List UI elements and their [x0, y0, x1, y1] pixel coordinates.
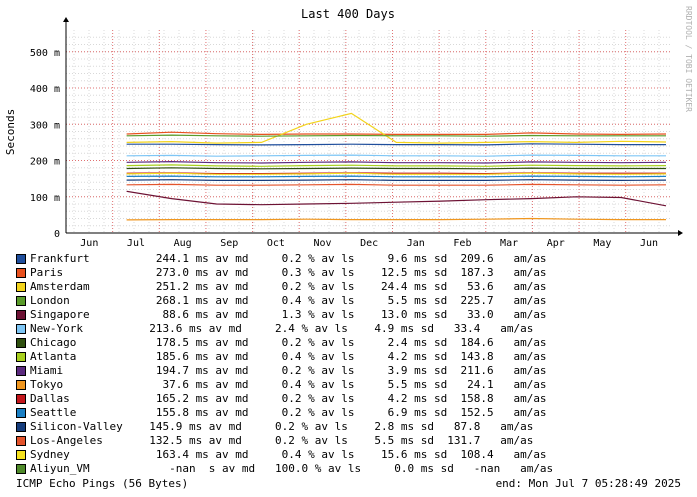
x-tick-label: Feb: [453, 238, 471, 249]
legend-swatch: [16, 310, 26, 320]
legend-text: Chicago 178.5 ms av md 0.2 % av ls 2.4 m…: [30, 336, 547, 349]
series-line: [126, 167, 666, 170]
x-tick-label: Mar: [500, 238, 518, 249]
legend-swatch: [16, 380, 26, 390]
x-tick-label: Oct: [267, 238, 285, 249]
legend-swatch: [16, 394, 26, 404]
legend-text: London 268.1 ms av md 0.4 % av ls 5.5 ms…: [30, 294, 547, 307]
legend-text: Dallas 165.2 ms av md 0.2 % av ls 4.2 ms…: [30, 392, 547, 405]
x-tick-label: Jan: [407, 238, 425, 249]
series-line: [126, 112, 667, 144]
series-line: [126, 217, 666, 221]
grid: [66, 30, 670, 233]
x-tick-label: Apr: [547, 238, 565, 249]
legend-swatch: [16, 338, 26, 348]
legend-text: Los-Angeles 132.5 ms av md 0.2 % av ls 5…: [30, 434, 534, 447]
x-tick-label: Nov: [313, 238, 331, 249]
x-tick-label: May: [593, 238, 611, 249]
series-line: [126, 190, 667, 207]
series-line: [126, 160, 667, 164]
legend-swatch: [16, 436, 26, 446]
series-line: [126, 154, 666, 157]
footer-caption: ICMP Echo Pings (56 Bytes): [16, 477, 189, 490]
legend-text: Frankfurt 244.1 ms av md 0.2 % av ls 9.6…: [30, 252, 547, 265]
legend-text: Silicon-Valley 145.9 ms av md 0.2 % av l…: [30, 420, 534, 433]
series-line: [126, 143, 666, 146]
legend-swatch: [16, 450, 26, 460]
series-line: [126, 179, 667, 182]
legend-swatch: [16, 408, 26, 418]
y-tick-label: 0: [54, 229, 60, 240]
legend-text: New-York 213.6 ms av md 2.4 % av ls 4.9 …: [30, 322, 534, 335]
legend-text: Sydney 163.4 ms av md 0.4 % av ls 15.6 m…: [30, 448, 547, 461]
series-line: [126, 183, 667, 186]
legend-text: Seattle 155.8 ms av md 0.2 % av ls 6.9 m…: [30, 406, 547, 419]
y-tick-label: 400 m: [30, 84, 60, 95]
legend-text: Aliyun_VM -nan s av md 100.0 % av ls 0.0…: [30, 462, 554, 475]
x-tick-label: Jun: [640, 238, 658, 249]
series-line: [126, 172, 667, 175]
legend-swatch: [16, 464, 26, 474]
legend-swatch: [16, 268, 26, 278]
legend-text: Atlanta 185.6 ms av md 0.4 % av ls 4.2 m…: [30, 350, 547, 363]
legend-swatch: [16, 352, 26, 362]
legend-text: Miami 194.7 ms av md 0.2 % av ls 3.9 ms …: [30, 364, 547, 377]
legend-swatch: [16, 282, 26, 292]
series-line: [126, 164, 667, 167]
chart-title: Last 400 Days: [301, 7, 395, 21]
legend-swatch: [16, 254, 26, 264]
y-tick-label: 500 m: [30, 48, 60, 59]
y-axis-arrow: [63, 17, 69, 22]
footer-end-time: end: Mon Jul 7 05:28:49 2025: [495, 477, 681, 490]
legend-swatch: [16, 296, 26, 306]
x-tick-label: Dec: [360, 238, 378, 249]
x-axis-arrow: [678, 230, 683, 236]
watermark: RRDTOOL / TOBI OETIKER: [684, 6, 693, 112]
y-axis-label: Seconds: [4, 109, 17, 155]
legend-text: Paris 273.0 ms av md 0.3 % av ls 12.5 ms…: [30, 266, 547, 279]
legend-text: Amsterdam 251.2 ms av md 0.2 % av ls 24.…: [30, 280, 547, 293]
series-line: [126, 172, 666, 175]
x-tick-label: Jun: [80, 238, 98, 249]
legend-text: Tokyo 37.6 ms av md 0.4 % av ls 5.5 ms s…: [30, 378, 547, 391]
legend-swatch: [16, 324, 26, 334]
legend-swatch: [16, 366, 26, 376]
y-tick-label: 200 m: [30, 157, 60, 168]
x-tick-label: Jul: [127, 238, 145, 249]
y-tick-label: 100 m: [30, 193, 60, 204]
legend-swatch: [16, 422, 26, 432]
series-line: [126, 134, 666, 137]
x-tick-label: Aug: [174, 238, 192, 249]
y-tick-label: 300 m: [30, 120, 60, 131]
series-line: [126, 175, 667, 178]
legend-text: Singapore 88.6 ms av md 1.3 % av ls 13.0…: [30, 308, 547, 321]
axes: 0 100 m 200 m 300 m 400 m 500 m Jun Jul Aug Sep Oc…: [30, 17, 683, 249]
series-lines: [126, 112, 667, 221]
x-tick-label: Sep: [220, 238, 238, 249]
series-line: [126, 131, 667, 136]
